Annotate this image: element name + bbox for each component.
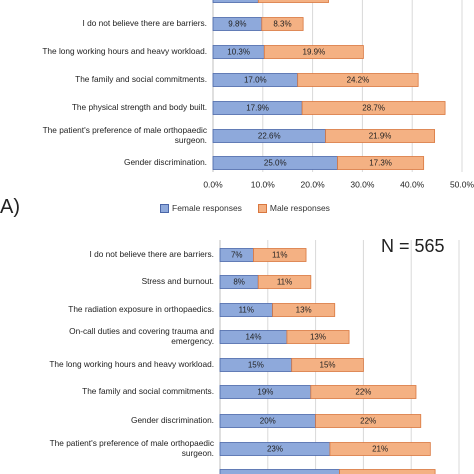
b-data-label-female: 7% [231,251,243,260]
a-bar-male [301,101,446,115]
b-category-label: I do not believe there are barriers. [89,249,214,259]
a-x-tick-label: 30.0% [350,179,375,189]
b-category-label: The radiation exposure in orthopaedics. [68,304,214,314]
a-data-label-female: 9.1% [227,0,245,1]
a-bar-male [263,45,364,59]
b-data-label-male: 11% [277,278,292,287]
sample-size-label: N = 565 [381,236,445,256]
b-category-label: The long working hours and heavy workloa… [49,359,214,369]
a-x-tick-label: 40.0% [400,179,425,189]
a-data-label-male: 28.7% [362,104,385,113]
b-data-label-male: 21% [372,445,388,454]
b-data-label-male: 15% [320,361,336,370]
b-data-label-female: 23% [267,445,283,454]
a-data-label-male: 17.3% [369,159,392,168]
a-data-label-male: 8.3% [273,20,291,29]
legend-item-female: Female responses [160,203,242,213]
b-data-label-female: 11% [239,306,254,315]
b-data-label-male: 13% [310,333,326,342]
a-bar-male [261,17,304,31]
a-data-label-male: 14.1% [282,0,305,1]
legend-swatch-female [160,203,169,213]
a-bar-male [325,129,436,143]
b-bar-male [291,358,364,372]
a-category-label: The physical strength and body built. [72,102,207,112]
b-data-label-male: 13% [296,306,312,315]
legend-swatch-male [257,203,267,213]
b-bar-male [310,385,417,399]
legend-label-female: Female responses [172,203,242,213]
b-bar-male [272,303,336,317]
a-x-tick-label: 0.0% [203,179,223,189]
a-data-label-male: 24.2% [347,76,370,85]
b-bar-male [339,469,436,474]
legend-item-male: Male responses [257,203,330,213]
b-bar-male [257,275,312,289]
legend-label-male: Male responses [269,203,330,213]
b-data-label-male: 11% [272,251,287,260]
b-category-label: On-call duties and covering trauma and [69,326,214,336]
b-data-label-male: 22% [355,388,371,397]
b-bar-female [219,469,340,474]
a-x-tick-label: 10.0% [251,179,276,189]
b-bar-male [286,330,350,344]
a-category-label: Gender discrimination. [124,157,207,167]
a-bar-male [337,156,425,170]
b-data-label-female: 19% [257,388,273,397]
a-x-tick-label: 20.0% [301,179,326,189]
a-data-label-female: 25.0% [264,159,287,168]
a-data-label-female: 17.0% [244,76,267,85]
b-category-label: Stress and burnout. [142,276,214,286]
a-x-tick-label: 50.0% [450,179,474,189]
b-category-label: The patient's preference of male orthopa… [50,438,214,448]
a-data-label-female: 10.3% [227,48,250,57]
b-category-label: The family and social commitments. [82,386,214,396]
chart-legend: Female responses Male responses [160,203,340,213]
a-category-label: surgeon. [175,135,207,145]
b-category-label: emergency. [171,336,214,346]
b-data-label-female: 14% [245,333,261,342]
b-bar-male [329,442,431,456]
a-data-label-female: 22.6% [258,132,281,141]
a-category-label: The long working hours and heavy workloa… [42,46,207,56]
b-data-label-female: 20% [260,417,276,426]
a-data-label-male: 21.9% [369,132,392,141]
b-category-label: surgeon. [182,448,214,458]
b-bar-male [253,248,307,262]
a-category-label: I do not believe there are barriers. [82,18,207,28]
a-bar-male [257,0,329,3]
a-category-label: The patient's preference of male orthopa… [43,125,207,135]
a-category-label: The family and social commitments. [75,74,207,84]
b-data-label-male: 22% [360,417,376,426]
a-data-label-female: 9.8% [228,20,246,29]
b-data-label-female: 15% [248,361,264,370]
a-bar-female [212,0,259,3]
a-data-label-male: 19.9% [303,48,326,57]
a-bar-male [297,73,419,87]
a-data-label-female: 17.9% [246,104,269,113]
b-bar-male [315,414,422,428]
panel-tag-a: A) [0,196,20,218]
b-data-label-female: 8% [233,278,245,287]
b-category-label: Gender discrimination. [131,415,214,425]
